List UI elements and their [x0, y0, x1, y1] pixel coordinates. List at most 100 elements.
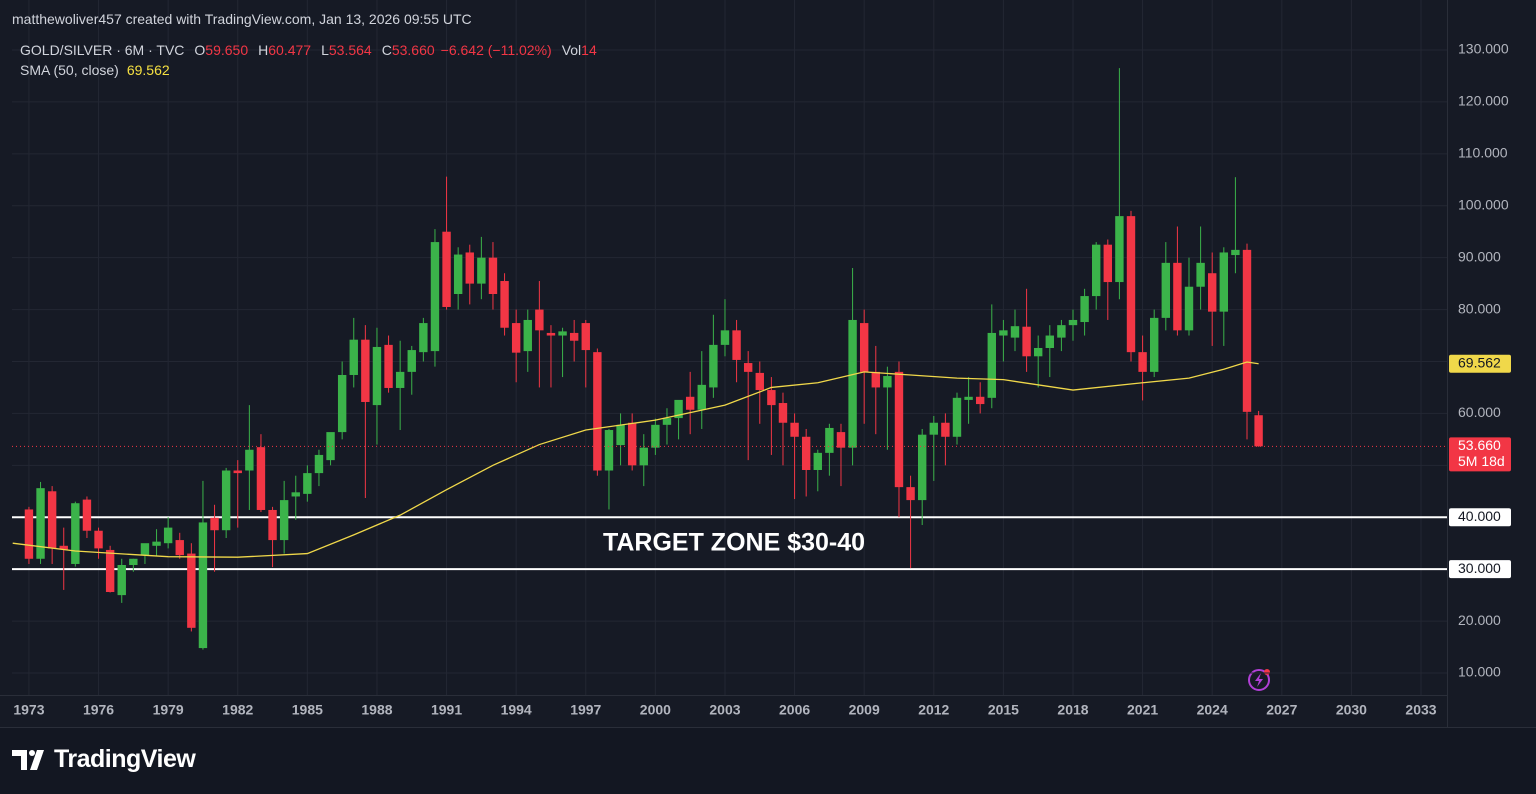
candle-body [917, 434, 927, 501]
candle-body [94, 530, 103, 549]
indicator-legend: SMA (50, close) 69.562 [20, 62, 170, 78]
candle-body [1219, 252, 1229, 312]
candle-body [59, 545, 68, 550]
candle-body [651, 424, 660, 448]
candle-body [546, 332, 556, 336]
candle-body [674, 399, 683, 419]
candle-body [453, 254, 463, 294]
candle-body [361, 339, 370, 402]
candle-body [1057, 325, 1066, 338]
candle-body [1033, 347, 1043, 357]
y-tick-label: 80.000 [1458, 300, 1501, 316]
y-tick-label: 120.000 [1458, 93, 1509, 109]
y-tick-label: 10.000 [1458, 664, 1501, 680]
candle-body [639, 447, 648, 466]
candle-body [999, 330, 1008, 336]
candle-body [349, 339, 358, 375]
candle-body [685, 396, 695, 410]
alert-dot [1264, 669, 1270, 675]
alert-icon-bolt [1255, 673, 1263, 687]
candle-body [326, 432, 335, 461]
candle-body [697, 384, 706, 410]
candle-body [1115, 216, 1124, 283]
sma-tag [1449, 354, 1511, 373]
x-tick-label: 1982 [222, 702, 253, 718]
candle-body [24, 509, 34, 559]
candle-body [709, 344, 718, 388]
alert-icon[interactable] [1248, 669, 1270, 691]
candle-body [187, 553, 196, 628]
candle-body [279, 500, 289, 541]
header: matthewoliver457 created with TradingVie… [12, 11, 472, 27]
candle-body [384, 344, 393, 388]
x-tick-label: 2021 [1127, 702, 1158, 718]
candle-body [1254, 415, 1263, 447]
candle-body [1045, 335, 1054, 348]
candle-body [743, 363, 753, 372]
candle-body [848, 319, 857, 448]
candle-body [372, 346, 382, 406]
candle-body [198, 522, 208, 649]
candle-body [987, 332, 996, 398]
candle-body [755, 372, 764, 391]
ohlc-key: C [381, 42, 392, 58]
candle-body [975, 396, 985, 405]
x-tick-label: 2015 [988, 702, 1019, 718]
candle-body [1080, 296, 1089, 323]
candle-body [581, 323, 590, 351]
y-tick-label: 60.000 [1458, 404, 1501, 420]
candle-body [941, 422, 950, 437]
price-tag-label: 30.000 [1458, 560, 1501, 576]
candle-body [1161, 262, 1171, 318]
candle-body [1010, 326, 1020, 338]
x-tick-label: 1994 [501, 702, 532, 718]
candle-body [511, 323, 521, 353]
ohlc-value: 60.477 [268, 42, 312, 58]
last-price-tag [1449, 437, 1511, 472]
ohlc-value: 53.660 [391, 42, 435, 58]
candle-body [952, 397, 962, 437]
ohlc-value: 59.650 [205, 42, 249, 58]
candle-body [1022, 326, 1031, 357]
candle-body [303, 473, 312, 494]
y-tick-label: 90.000 [1458, 248, 1501, 264]
candle-body [535, 309, 544, 331]
candle-body [871, 371, 880, 388]
symbol: GOLD/SILVER · 6M · TVC [20, 42, 185, 58]
x-tick-label: 2009 [849, 702, 880, 718]
y-tick-label: 130.000 [1458, 41, 1509, 57]
candle-body [221, 470, 231, 531]
candle-body [1091, 244, 1101, 297]
ohlc-value: 53.564 [328, 42, 372, 58]
y-tick-label: 20.000 [1458, 612, 1501, 628]
candle-body [407, 350, 416, 372]
price-tag [1449, 508, 1511, 527]
candle-body [1138, 352, 1147, 372]
candle-body [859, 323, 869, 372]
candle-body [929, 422, 938, 435]
candle-body [105, 549, 115, 592]
y-tick-label: 110.000 [1458, 145, 1508, 161]
indicator-value: 69.562 [126, 62, 170, 78]
candle-body [813, 452, 822, 470]
candle-body [82, 499, 92, 531]
x-tick-label: 2012 [918, 702, 949, 718]
x-tick-label: 2030 [1336, 702, 1367, 718]
legend: GOLD/SILVER · 6M · TVC O 59.650 H 60.477 L 53… [20, 42, 597, 58]
candle-body [558, 331, 567, 336]
countdown-label: 5M 18d [1458, 453, 1505, 469]
candle-body [1231, 249, 1240, 256]
candle-body [71, 503, 80, 564]
annotation: TARGET ZONE $30-40 [603, 529, 865, 557]
y-tick-label: 100.000 [1458, 196, 1509, 212]
x-tick-label: 2033 [1405, 702, 1436, 718]
candle-body [1068, 319, 1078, 326]
candle-body [627, 422, 637, 466]
candle-body [256, 447, 266, 510]
candle-body [419, 323, 428, 353]
candle-body [395, 371, 405, 388]
x-tick-label: 2027 [1266, 702, 1297, 718]
candle-body [337, 374, 347, 433]
candle-body [732, 330, 741, 360]
